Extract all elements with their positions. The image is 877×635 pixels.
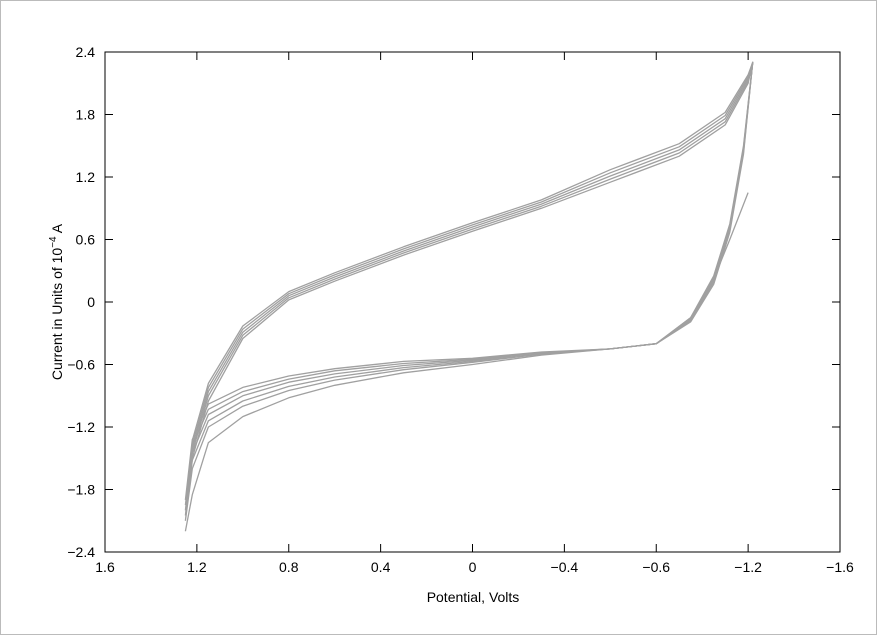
x-tick-label: −0.4 bbox=[551, 559, 579, 575]
x-tick-label: −0.6 bbox=[642, 559, 670, 575]
x-axis-label: Potential, Volts bbox=[427, 589, 520, 605]
x-tick-label: 0.4 bbox=[371, 559, 391, 575]
x-tick-label: −1.6 bbox=[826, 559, 854, 575]
y-axis-label: Current in Units of 10−4 A bbox=[48, 223, 65, 380]
y-tick-label: −0.6 bbox=[67, 357, 95, 373]
y-tick-label: 1.8 bbox=[76, 107, 96, 123]
y-tick-label: 2.4 bbox=[76, 44, 96, 60]
x-tick-label: 1.2 bbox=[187, 559, 207, 575]
x-tick-label: −1.2 bbox=[734, 559, 762, 575]
y-label-exponent: −4 bbox=[48, 236, 59, 248]
y-tick-label: 0 bbox=[87, 294, 95, 310]
plot-frame bbox=[104, 51, 841, 553]
x-tick-label: 0 bbox=[469, 559, 477, 575]
y-label-main: Current in Units of 10 bbox=[49, 248, 65, 380]
cv-curve bbox=[184, 61, 754, 500]
y-label-unit: A bbox=[49, 223, 65, 236]
y-tick-label: −1.2 bbox=[67, 419, 95, 435]
cv-curve bbox=[184, 192, 749, 532]
y-tick-label: 0.6 bbox=[76, 232, 96, 248]
y-tick-label: 1.2 bbox=[76, 169, 96, 185]
y-tick-label: −2.4 bbox=[67, 544, 95, 560]
x-tick-label: 1.6 bbox=[95, 559, 115, 575]
x-tick-label: 0.8 bbox=[279, 559, 299, 575]
y-tick-label: −1.8 bbox=[67, 482, 95, 498]
